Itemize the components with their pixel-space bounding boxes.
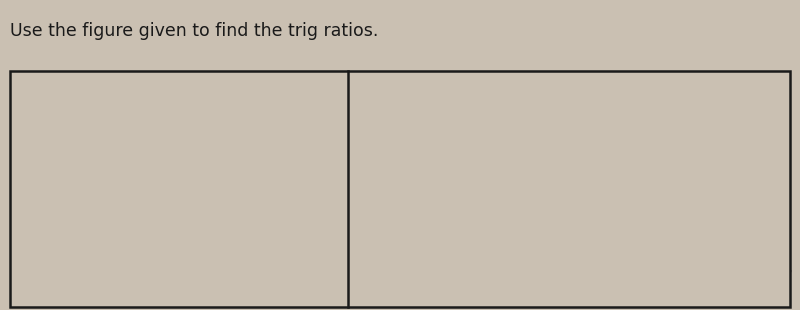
Text: a.: a. <box>32 118 56 133</box>
Text: 7: 7 <box>367 171 378 189</box>
Text: C: C <box>387 72 401 90</box>
Text: f.  tanC = ———: f. tanC = ——— <box>32 276 156 291</box>
Text: 24: 24 <box>576 274 598 292</box>
Text: Use the figure given to find the trig ratios.: Use the figure given to find the trig ra… <box>10 22 378 40</box>
Text: e.: e. <box>32 241 56 256</box>
Text: c.  cosT = ———: c. cosT = ——— <box>32 180 158 195</box>
Text: d.  cosC = ———: d. cosC = ——— <box>32 210 161 225</box>
Text: c.: c. <box>32 180 55 195</box>
Text: f.: f. <box>32 276 51 291</box>
Text: A: A <box>370 264 383 282</box>
Text: 1.: 1. <box>32 88 48 106</box>
Text: b.: b. <box>32 149 56 164</box>
Text: T: T <box>779 269 792 287</box>
Text: b.  sinC = ———: b. sinC = ——— <box>32 149 157 164</box>
Text: a.  sinT = ———: a. sinT = ——— <box>32 118 155 133</box>
Text: 25: 25 <box>615 152 637 170</box>
Text: d.: d. <box>32 210 56 225</box>
Text: e.  tanT = ———: e. tanT = ——— <box>32 241 158 256</box>
